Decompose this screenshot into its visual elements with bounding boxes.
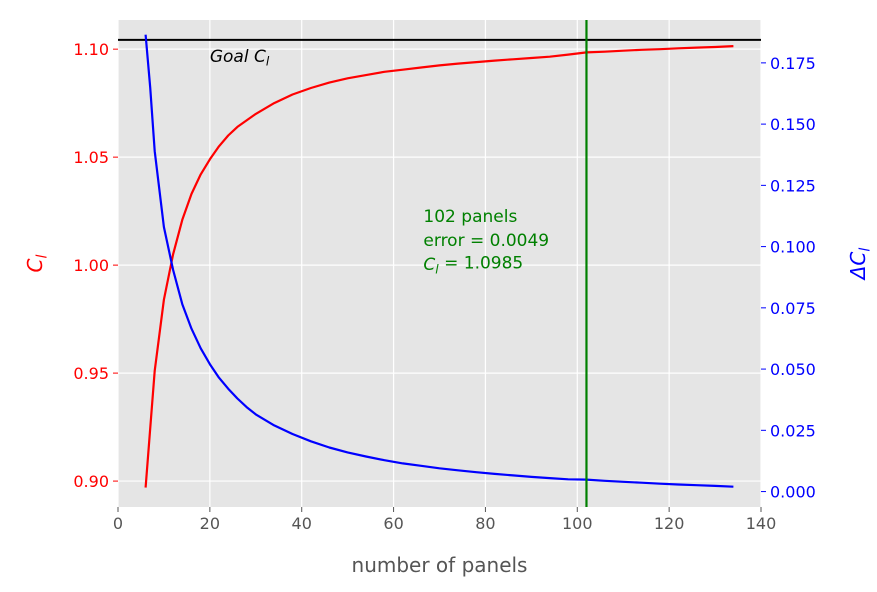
annotation-line: 102 panels: [423, 207, 517, 227]
right-tick-label: 0.025: [770, 421, 816, 440]
goal-label: Goal Cl: [210, 47, 270, 69]
x-axis-title: number of panels: [352, 553, 528, 577]
cl-series-line: [144, 45, 734, 488]
x-tick-label: 60: [383, 514, 403, 533]
x-tick-label: 40: [292, 514, 312, 533]
x-tick-label: 20: [200, 514, 220, 533]
x-tick-label: 80: [475, 514, 495, 533]
x-tick-label: 120: [654, 514, 685, 533]
right-tick-label: 0.150: [770, 115, 816, 134]
right-tick-label: 0.125: [770, 176, 816, 195]
left-tick-label: 0.90: [73, 472, 109, 491]
delta-cl-series-line: [144, 34, 734, 488]
right-tick-label: 0.075: [770, 299, 816, 318]
right-tick-label: 0.100: [770, 238, 816, 257]
x-tick-label: 100: [562, 514, 593, 533]
right-tick-label: 0.000: [770, 483, 816, 502]
right-tick-label: 0.175: [770, 54, 816, 73]
left-tick-label: 1.00: [73, 256, 109, 275]
plot-background: [118, 20, 761, 507]
annotation-line: error = 0.0049: [423, 231, 549, 251]
x-tick-label: 0: [113, 514, 123, 533]
right-axis-title: ΔCl: [846, 248, 873, 282]
right-tick-label: 0.050: [770, 360, 816, 379]
left-tick-label: 0.95: [73, 364, 109, 383]
left-tick-label: 1.10: [73, 40, 109, 59]
left-tick-label: 1.05: [73, 148, 109, 167]
x-tick-label: 140: [746, 514, 777, 533]
annotation-cl-value: Cl = 1.0985: [423, 254, 523, 277]
left-axis-title: Cl: [23, 255, 50, 273]
